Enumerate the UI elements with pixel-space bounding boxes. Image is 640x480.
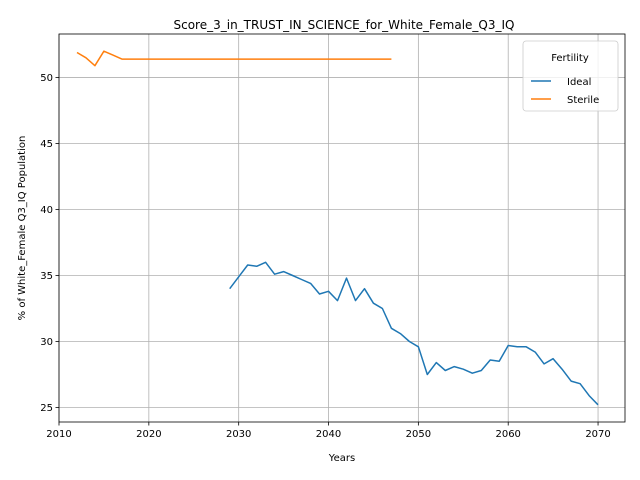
x-axis-label: Years (328, 453, 355, 464)
y-tick-label: 40 (40, 205, 53, 216)
legend: Fertility Ideal Sterile (522, 40, 619, 112)
x-tick-label: 2030 (226, 429, 251, 440)
y-tick-label: 30 (40, 337, 53, 348)
y-axis: 25 30 35 40 45 50 (40, 73, 59, 414)
x-tick-label: 2020 (136, 429, 161, 440)
legend-title: Fertility (551, 53, 589, 64)
y-tick-label: 35 (40, 271, 53, 282)
y-axis-label: % of White_Female Q3_IQ Population (17, 136, 28, 321)
legend-label-ideal: Ideal (567, 77, 591, 88)
series-line-ideal (229, 261, 599, 406)
grid (58, 34, 625, 422)
series-layer (76, 50, 599, 406)
legend-box (522, 40, 619, 112)
x-axis: 2010 2020 2030 2040 2050 2060 2070 (46, 422, 611, 440)
x-tick-label: 2060 (495, 429, 520, 440)
y-tick-label: 50 (40, 73, 53, 84)
legend-label-sterile: Sterile (567, 95, 599, 106)
x-tick-label: 2010 (46, 429, 71, 440)
series-line-sterile (76, 50, 392, 67)
y-tick-label: 45 (40, 139, 53, 150)
x-tick-label: 2040 (316, 429, 341, 440)
plot-frame (58, 33, 626, 423)
x-tick-label: 2050 (406, 429, 431, 440)
chart-title: Score_3_in_TRUST_IN_SCIENCE_for_White_Fe… (174, 18, 515, 32)
y-tick-label: 25 (40, 403, 53, 414)
x-tick-label: 2070 (585, 429, 610, 440)
